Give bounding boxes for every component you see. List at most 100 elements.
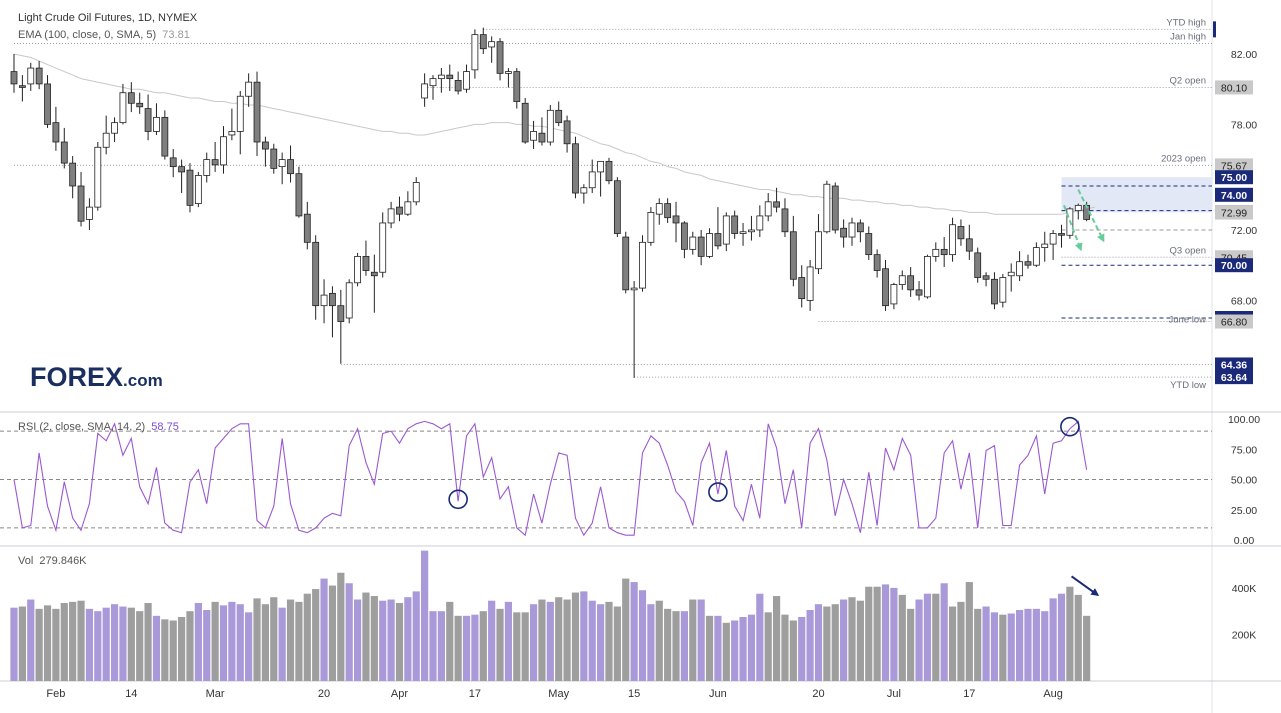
candle — [253, 71, 261, 157]
candle-body — [597, 160, 604, 173]
candle — [1016, 251, 1023, 282]
volume-bar — [1007, 613, 1015, 681]
volume-bar — [144, 603, 152, 681]
candle — [915, 281, 923, 301]
price-axis-tick: 68.00 — [1231, 295, 1257, 307]
volume-bar — [395, 603, 404, 681]
forex-logo: FOREX.com — [30, 362, 163, 393]
volume-bar — [127, 607, 135, 681]
time-axis-tick: 20 — [318, 688, 330, 700]
volume-bar — [178, 616, 186, 681]
candle-body — [253, 81, 261, 143]
candle — [270, 143, 278, 174]
volume-bar — [496, 608, 504, 681]
candle — [312, 235, 320, 320]
candle — [86, 198, 93, 230]
candle-body — [965, 238, 973, 252]
candle — [261, 136, 269, 167]
candle-body — [471, 34, 479, 71]
price-label-text: 75.00 — [1221, 172, 1247, 184]
volume-bar — [278, 607, 286, 681]
candle — [446, 64, 454, 91]
candle-body — [840, 227, 848, 238]
volume-bar — [982, 606, 990, 681]
volume-bar — [1074, 594, 1082, 681]
candle-body — [580, 187, 588, 194]
candle-body — [479, 34, 487, 50]
candle — [513, 68, 521, 109]
candle — [739, 222, 747, 246]
candle — [907, 266, 915, 297]
rsi-axis-tick: 25.00 — [1231, 505, 1257, 517]
volume-bar — [43, 605, 52, 681]
candle — [278, 152, 286, 185]
volume-bar — [412, 591, 420, 681]
time-axis-tick: 15 — [628, 688, 640, 700]
volume-bar — [52, 608, 60, 681]
candle-body — [655, 203, 663, 215]
candle — [471, 29, 479, 79]
candle — [169, 149, 177, 178]
volume-bar — [538, 599, 546, 681]
volume-bar — [571, 592, 580, 681]
volume-bar — [756, 593, 764, 681]
volume-bar — [563, 599, 571, 681]
volume-bar — [990, 612, 999, 681]
candle — [597, 160, 604, 197]
vol-label: Vol — [18, 555, 34, 567]
ema-legend: EMA (100, close, 0, SMA, 5) 73.81 — [18, 29, 190, 41]
candle — [421, 73, 429, 107]
candle — [412, 177, 420, 206]
candle-body — [18, 85, 26, 88]
volume-bar — [873, 586, 881, 681]
candle-body — [228, 131, 236, 136]
candle-body — [664, 203, 672, 219]
time-axis-tick: Jun — [709, 688, 727, 700]
candle-body — [178, 166, 186, 173]
candle — [1074, 203, 1082, 220]
volume-bar — [722, 622, 730, 681]
volume-bar — [940, 583, 948, 681]
candle — [354, 252, 361, 287]
candle-body — [588, 171, 596, 189]
volume-bar — [1049, 598, 1057, 681]
candle-body — [429, 78, 437, 87]
candle-body — [236, 95, 244, 132]
rsi-peak-circle — [708, 482, 728, 502]
rsi-axis-tick: 75.00 — [1231, 444, 1257, 456]
candle — [530, 120, 537, 150]
volume-bar — [119, 606, 127, 681]
volume-bar — [186, 611, 194, 681]
candle — [370, 254, 378, 313]
volume-bar — [1057, 593, 1066, 681]
candle-body — [396, 206, 403, 215]
price-label-marker — [1213, 21, 1216, 38]
candle-body — [991, 278, 998, 305]
candle — [437, 68, 445, 93]
candle-body — [52, 122, 60, 143]
candle — [69, 156, 77, 199]
candle — [806, 259, 814, 311]
candle-body — [270, 148, 278, 169]
volume-bar — [957, 601, 965, 681]
volume-bar — [345, 583, 353, 681]
volume-bar — [1032, 608, 1040, 681]
candle-body — [10, 71, 18, 85]
volume-bar — [60, 603, 68, 681]
candle-body — [1024, 261, 1032, 266]
candle — [521, 98, 529, 144]
volume-bar — [856, 600, 864, 681]
candle — [404, 191, 412, 216]
candle — [781, 198, 789, 238]
rsi-peak-circle — [1060, 416, 1080, 437]
candle — [622, 231, 630, 294]
volume-bar — [169, 620, 177, 681]
price-axis-tick: 82.00 — [1231, 49, 1257, 61]
candle-body — [957, 226, 965, 240]
candle — [681, 221, 688, 259]
candle — [731, 210, 739, 239]
candle-body — [345, 282, 353, 319]
candle-body — [932, 248, 940, 257]
rsi-label: RSI (2, close, SMA, 14, 2) — [18, 421, 146, 433]
